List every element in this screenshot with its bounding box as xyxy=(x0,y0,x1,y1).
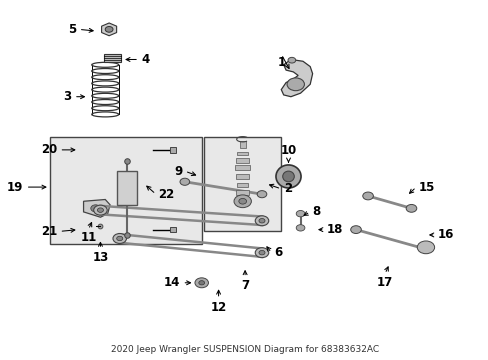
Bar xyxy=(170,147,176,153)
Text: 12: 12 xyxy=(210,301,226,314)
Circle shape xyxy=(238,198,246,204)
Text: 8: 8 xyxy=(312,206,320,219)
Ellipse shape xyxy=(282,171,294,182)
Circle shape xyxy=(97,208,103,212)
Text: 2020 Jeep Wrangler SUSPENSION Diagram for 68383632AC: 2020 Jeep Wrangler SUSPENSION Diagram fo… xyxy=(111,345,378,354)
Bar xyxy=(237,152,247,155)
Bar xyxy=(117,171,136,205)
Circle shape xyxy=(255,216,268,226)
Text: 1: 1 xyxy=(277,56,285,69)
Circle shape xyxy=(234,195,251,208)
Circle shape xyxy=(195,278,208,288)
Bar xyxy=(237,183,247,188)
Polygon shape xyxy=(281,59,312,97)
Circle shape xyxy=(255,248,268,258)
Text: 16: 16 xyxy=(437,229,453,242)
Text: 7: 7 xyxy=(241,279,249,292)
Text: 17: 17 xyxy=(376,276,392,289)
Text: 14: 14 xyxy=(163,276,180,289)
Text: 4: 4 xyxy=(141,53,149,66)
Bar xyxy=(104,54,121,62)
Polygon shape xyxy=(102,23,117,36)
Circle shape xyxy=(420,245,430,253)
Text: 19: 19 xyxy=(7,181,23,194)
Text: 18: 18 xyxy=(326,223,343,236)
Text: 21: 21 xyxy=(41,225,57,238)
Bar xyxy=(236,174,248,179)
Text: 9: 9 xyxy=(174,165,182,177)
Text: 6: 6 xyxy=(273,246,282,259)
Circle shape xyxy=(286,78,304,91)
Circle shape xyxy=(113,234,126,243)
Bar xyxy=(235,165,249,170)
Circle shape xyxy=(257,191,266,198)
Text: 20: 20 xyxy=(41,143,57,156)
Circle shape xyxy=(199,281,204,285)
Circle shape xyxy=(259,251,264,255)
Circle shape xyxy=(259,219,264,223)
Circle shape xyxy=(105,27,113,32)
Bar xyxy=(203,138,281,231)
Text: 3: 3 xyxy=(63,90,71,103)
Circle shape xyxy=(296,211,305,217)
Circle shape xyxy=(287,57,295,63)
Bar xyxy=(236,158,248,163)
Text: 22: 22 xyxy=(158,188,174,201)
Text: 10: 10 xyxy=(280,144,296,157)
Text: 2: 2 xyxy=(283,183,291,195)
Polygon shape xyxy=(83,199,110,217)
Circle shape xyxy=(180,178,189,185)
Text: 11: 11 xyxy=(80,231,96,244)
Circle shape xyxy=(91,205,100,212)
Circle shape xyxy=(117,236,122,241)
Circle shape xyxy=(406,204,416,212)
Circle shape xyxy=(416,241,434,254)
Bar xyxy=(50,138,201,244)
Text: 13: 13 xyxy=(92,251,108,264)
Ellipse shape xyxy=(275,165,301,188)
Bar xyxy=(170,227,176,233)
Circle shape xyxy=(296,225,305,231)
Bar xyxy=(236,190,249,195)
Text: 15: 15 xyxy=(418,181,434,194)
Circle shape xyxy=(94,205,107,215)
Text: 5: 5 xyxy=(68,23,76,36)
Circle shape xyxy=(362,192,373,200)
Circle shape xyxy=(350,226,361,234)
Bar xyxy=(239,141,245,148)
